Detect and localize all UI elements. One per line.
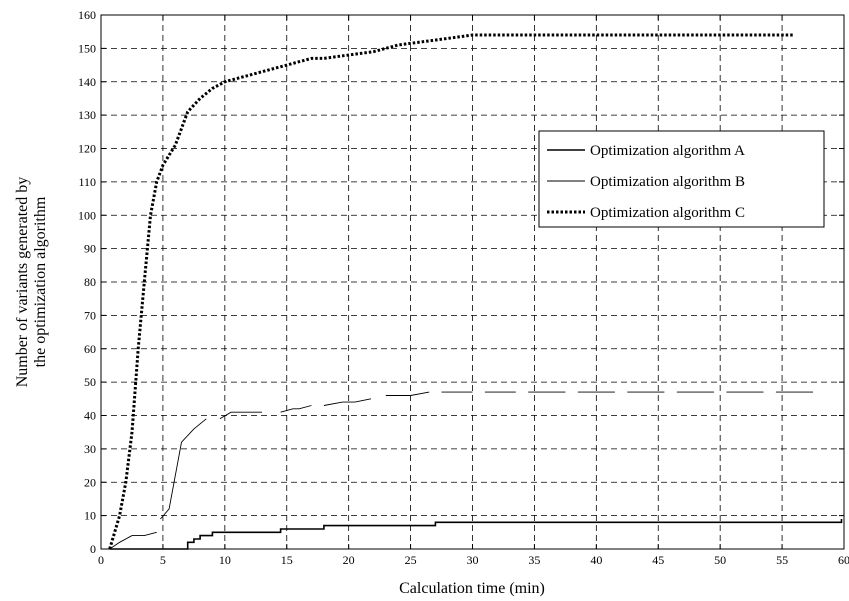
y-tick-label: 160 — [78, 8, 96, 22]
series-line-b-segment — [219, 411, 262, 420]
x-axis-title: Calculation time (min) — [399, 580, 545, 597]
series-line-b-segment — [323, 398, 372, 406]
y-tick-label: 80 — [84, 275, 96, 289]
x-tick-label: 40 — [590, 553, 602, 567]
y-tick-label: 0 — [90, 542, 96, 556]
legend-box — [538, 130, 825, 228]
y-axis-title: Number of variants generated by the opti… — [14, 177, 49, 388]
y-tick-label: 40 — [84, 409, 96, 423]
series-line-b-segment — [385, 391, 430, 396]
x-tick-label: 35 — [528, 553, 540, 567]
y-tick-label: 10 — [84, 509, 96, 523]
x-tick-label: 20 — [343, 553, 355, 567]
y-tick-label: 70 — [84, 308, 96, 322]
y-tick-label: 150 — [78, 41, 96, 55]
x-tick-label: 50 — [714, 553, 726, 567]
x-tick-label: 30 — [467, 553, 479, 567]
x-tick-label: 25 — [405, 553, 417, 567]
x-tick-label: 10 — [219, 553, 231, 567]
y-tick-label: 50 — [84, 375, 96, 389]
x-tick-label: 5 — [160, 553, 166, 567]
legend-label-a: Optimization algorithm A — [590, 143, 745, 159]
y-tick-label: 100 — [78, 208, 96, 222]
series-line-b-segment — [160, 418, 207, 520]
y-tick-label: 20 — [84, 475, 96, 489]
y-axis-title-line-2: the optimization algorithm — [32, 196, 49, 367]
series-line-b-segment — [280, 405, 312, 413]
series-line-a — [109, 519, 843, 550]
plot-area-frame — [100, 14, 845, 550]
x-tick-label: 15 — [281, 553, 293, 567]
series-lines — [108, 33, 843, 550]
x-tick-label: 55 — [776, 553, 788, 567]
x-tick-label: 0 — [98, 553, 104, 567]
y-tick-label: 120 — [78, 142, 96, 156]
legend-label-c: Optimization algorithm C — [590, 205, 745, 221]
y-tick-label: 110 — [78, 175, 96, 189]
legend: Optimization algorithm A Optimization al… — [538, 130, 825, 228]
y-tick-label: 60 — [84, 342, 96, 356]
x-tick-labels: 0 5 10 15 20 25 30 35 40 45 50 55 60 — [98, 553, 849, 567]
y-tick-label: 30 — [84, 442, 96, 456]
y-tick-label: 140 — [78, 75, 96, 89]
y-tick-label: 130 — [78, 108, 96, 122]
x-tick-label: 45 — [652, 553, 664, 567]
x-tick-label: 60 — [838, 553, 849, 567]
y-axis-title-line-1: Number of variants generated by — [14, 177, 31, 388]
y-tick-label: 90 — [84, 242, 96, 256]
legend-label-b: Optimization algorithm B — [590, 174, 745, 190]
y-tick-labels: 0 10 20 30 40 50 60 70 80 90 100 110 120 130 140 150 160 — [78, 8, 96, 556]
series-line-b-segment — [109, 531, 157, 550]
